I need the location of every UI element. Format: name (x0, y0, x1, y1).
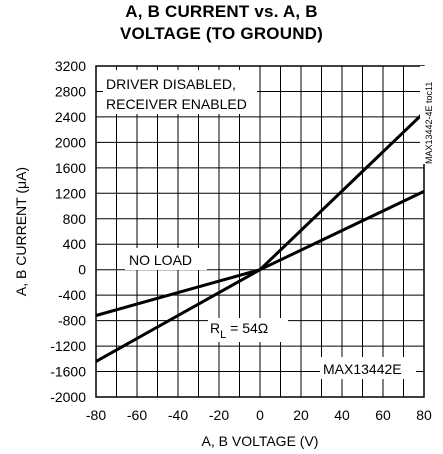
series-group (95, 111, 426, 363)
x-tick-label: 20 (293, 407, 309, 423)
rl-label-rest: = 54Ω (226, 320, 268, 336)
x-tick-label: 80 (416, 407, 432, 423)
part-number-label: MAX13442E (323, 361, 402, 377)
rl-label-main: R (210, 320, 220, 336)
y-tick-label: 2800 (55, 83, 86, 99)
chart-title-line-1: A, B CURRENT vs. A, B (125, 2, 318, 21)
y-tick-label: 2000 (55, 134, 86, 150)
condition-box (103, 70, 257, 114)
y-axis-label: A, B CURRENT (μA) (13, 167, 29, 296)
x-tick-labels: -80 -60 -40 -20 0 20 40 60 80 (86, 407, 432, 423)
x-axis-label: A, B VOLTAGE (V) (202, 433, 319, 449)
y-tick-label: -1200 (50, 338, 86, 354)
condition-label-line-1: DRIVER DISABLED, (106, 76, 236, 92)
rl-label: RL = 54Ω (210, 320, 268, 341)
no-load-label-bg (125, 248, 207, 270)
y-tick-label: -2000 (50, 389, 86, 405)
x-tick-label: -20 (209, 407, 229, 423)
y-tick-label: 400 (63, 236, 87, 252)
series-line-rl-54 (95, 111, 426, 363)
x-tick-label: 40 (334, 407, 350, 423)
y-tick-label: 1600 (55, 160, 86, 176)
y-tick-label: -1600 (50, 364, 86, 380)
y-tick-label: -800 (58, 313, 86, 329)
condition-label-line-2: RECEIVER ENABLED (106, 96, 247, 112)
x-tick-label: -40 (168, 407, 188, 423)
figure-id-bg (420, 66, 434, 164)
chart-title-line-2: VOLTAGE (TO GROUND) (119, 24, 324, 43)
x-tick-label: -80 (86, 407, 106, 423)
figure-id-label: MAX13442-4E toc11 (424, 82, 434, 164)
y-tick-label: 3200 (55, 58, 86, 74)
part-number-bg (320, 357, 416, 379)
y-tick-label: -400 (58, 287, 86, 303)
y-tick-label: 800 (63, 211, 87, 227)
rl-label-sub: L (220, 329, 226, 341)
grid-lines (96, 66, 424, 397)
y-tick-label: 2400 (55, 109, 86, 125)
x-tick-label: 0 (256, 407, 264, 423)
y-tick-label: 1200 (55, 185, 86, 201)
no-load-label: NO LOAD (129, 252, 192, 268)
rl-label-bg (208, 318, 288, 342)
x-tick-label: -60 (127, 407, 147, 423)
x-tick-label: 60 (375, 407, 391, 423)
y-tick-labels: 3200 2800 2400 2000 1600 1200 800 400 0 -400 -800 -… (50, 58, 86, 405)
y-tick-label: 0 (78, 262, 86, 278)
